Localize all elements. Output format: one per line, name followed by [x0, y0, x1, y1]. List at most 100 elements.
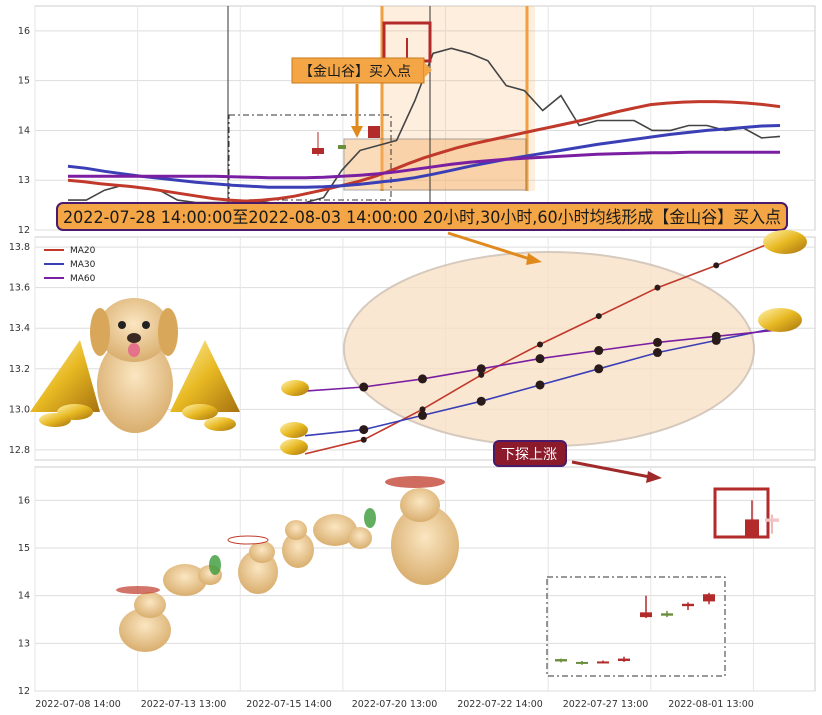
- puppy-tongue: [128, 343, 140, 357]
- bottom-y-tick-label: 12: [18, 686, 30, 697]
- top-y-tick-label: 15: [18, 76, 30, 87]
- middle-point-MA20: [360, 436, 367, 443]
- puppy-eye-left: [118, 321, 126, 329]
- middle-point-MA20: [537, 341, 543, 348]
- middle-y-tick-label: 13.4: [9, 323, 30, 334]
- flying-puppy-icon: [227, 535, 278, 594]
- puppy-ear-left: [90, 308, 110, 356]
- top-y-tick-label: 14: [18, 125, 30, 136]
- dip-rise-tag-box: [493, 440, 567, 467]
- buy-point-arrow-head: [351, 126, 363, 138]
- candle-body: [576, 661, 588, 664]
- bottom-x-tick-label: 2022-07-15 14:00: [246, 699, 332, 710]
- bottom-y-tick-label: 15: [18, 543, 30, 554]
- top-y-ticks: 12 13 14 15 16: [18, 26, 30, 236]
- bottom-candles-group: [555, 500, 779, 665]
- gold-ingot-icon: [182, 404, 218, 420]
- gold-pyramid-icon: [170, 340, 240, 412]
- dip-rise-arrow-head: [646, 471, 662, 483]
- buy-point-label: 【金山谷】买入点: [291, 57, 432, 138]
- puppy-nose: [127, 333, 141, 343]
- bottom-x-tick-label: 2022-07-08 14:00: [35, 699, 121, 710]
- top-candle: [368, 126, 380, 138]
- banner-arrow-shaft: [447, 231, 531, 261]
- middle-point-MA20: [713, 262, 720, 269]
- legend-label-MA30: MA30: [70, 260, 96, 270]
- middle-y-tick-label: 13.0: [9, 404, 30, 415]
- bottom-panel: 12 13 14 15 16 2022-07-08 14:00 2022-07-13 13…: [18, 440, 816, 710]
- candle-group-box: [546, 576, 726, 677]
- middle-point-MA20: [419, 406, 426, 413]
- puppy-body: [97, 337, 173, 433]
- middle-point-MA30: [418, 410, 427, 420]
- top-y-tick-label: 12: [18, 225, 30, 236]
- legend-label-MA20: MA20: [70, 246, 96, 256]
- candle-body: [745, 519, 759, 537]
- legend: MA20 MA30 MA60: [44, 246, 96, 284]
- flying-puppies: [116, 476, 459, 652]
- gold-ingot-icon: [281, 380, 309, 396]
- middle-point-MA60: [476, 364, 486, 374]
- middle-point-MA20: [654, 284, 661, 291]
- middle-point-MA20: [478, 371, 485, 378]
- flying-puppy-icon: [385, 476, 459, 585]
- dip-rise-arrow-shaft: [571, 460, 651, 479]
- flying-puppy-icon: [163, 555, 222, 596]
- gold-ingot-icon: [39, 413, 71, 427]
- middle-y-ticks: 12.8 13.0 13.2 13.4 13.6 13.8: [9, 242, 30, 456]
- top-series-line-1: [67, 100, 781, 203]
- gold-ingot-icon: [758, 308, 802, 332]
- candle-body: [640, 612, 652, 618]
- middle-point-MA30: [359, 425, 369, 435]
- flying-puppy-icon: [116, 586, 171, 652]
- buy-point-label-arrow: [424, 62, 432, 78]
- bottom-x-ticks: 2022-07-08 14:00 2022-07-13 13:00 2022-07-…: [35, 699, 754, 710]
- candle-body: [703, 594, 715, 602]
- middle-point-MA30: [476, 396, 486, 406]
- candle-body: [661, 613, 673, 616]
- signal-banner-text: 2022-07-28 14:00:00至2022-08-03 14:00:00 …: [63, 208, 781, 228]
- gold-pyramid-icon: [30, 340, 100, 412]
- flying-puppy-icon: [313, 508, 376, 549]
- top-y-tick-label: 16: [18, 26, 30, 37]
- candle-body: [555, 659, 567, 662]
- middle-point-MA20: [595, 313, 602, 320]
- middle-y-tick-label: 13.8: [9, 242, 30, 253]
- gold-ingot-icon: [280, 422, 308, 438]
- puppy-mascot-icon: [30, 298, 240, 433]
- bottom-y-tick-label: 14: [18, 591, 30, 602]
- buy-point-label-text: 【金山谷】买入点: [299, 64, 411, 80]
- middle-point-MA60: [359, 382, 369, 392]
- top-series-line-2: [67, 124, 781, 189]
- dip-rise-tag: 下探上涨: [493, 440, 662, 483]
- middle-point-MA60: [418, 374, 427, 384]
- signal-banner: 2022-07-28 14:00:00至2022-08-03 14:00:00 …: [56, 202, 788, 265]
- top-y-tick-label: 13: [18, 175, 30, 186]
- middle-point-MA60: [653, 337, 662, 347]
- middle-y-tick-label: 13.6: [9, 283, 30, 294]
- bottom-x-tick-label: 2022-07-20 13:00: [352, 699, 438, 710]
- series-end-ingots: [280, 230, 807, 455]
- puppy-head: [98, 298, 170, 362]
- bottom-x-tick-label: 2022-08-01 13:00: [668, 699, 754, 710]
- top-panel: 12 13 14 15 16 【金山谷】买入点: [18, 5, 816, 236]
- gold-ingot-icon: [763, 230, 807, 254]
- gold-ingot-icon: [204, 417, 236, 431]
- middle-point-MA30: [653, 348, 662, 358]
- consolidation-box: [228, 114, 392, 201]
- breakout-candle-box: [713, 487, 770, 539]
- bottom-x-tick-label: 2022-07-13 13:00: [141, 699, 227, 710]
- banner-arrow-head: [526, 253, 542, 265]
- top-series-line-3: [68, 150, 780, 180]
- dip-rise-tag-text: 下探上涨: [501, 447, 557, 463]
- candle-body: [765, 518, 779, 522]
- middle-point-MA60: [711, 331, 721, 341]
- middle-series-group: [304, 240, 776, 455]
- signal-banner-box: [56, 202, 788, 231]
- middle-point-MA60: [535, 354, 545, 364]
- bottom-y-tick-label: 13: [18, 638, 30, 649]
- middle-y-tick-label: 13.2: [9, 364, 30, 375]
- bottom-x-tick-label: 2022-07-27 13:00: [563, 699, 649, 710]
- puppy-eye-right: [142, 321, 150, 329]
